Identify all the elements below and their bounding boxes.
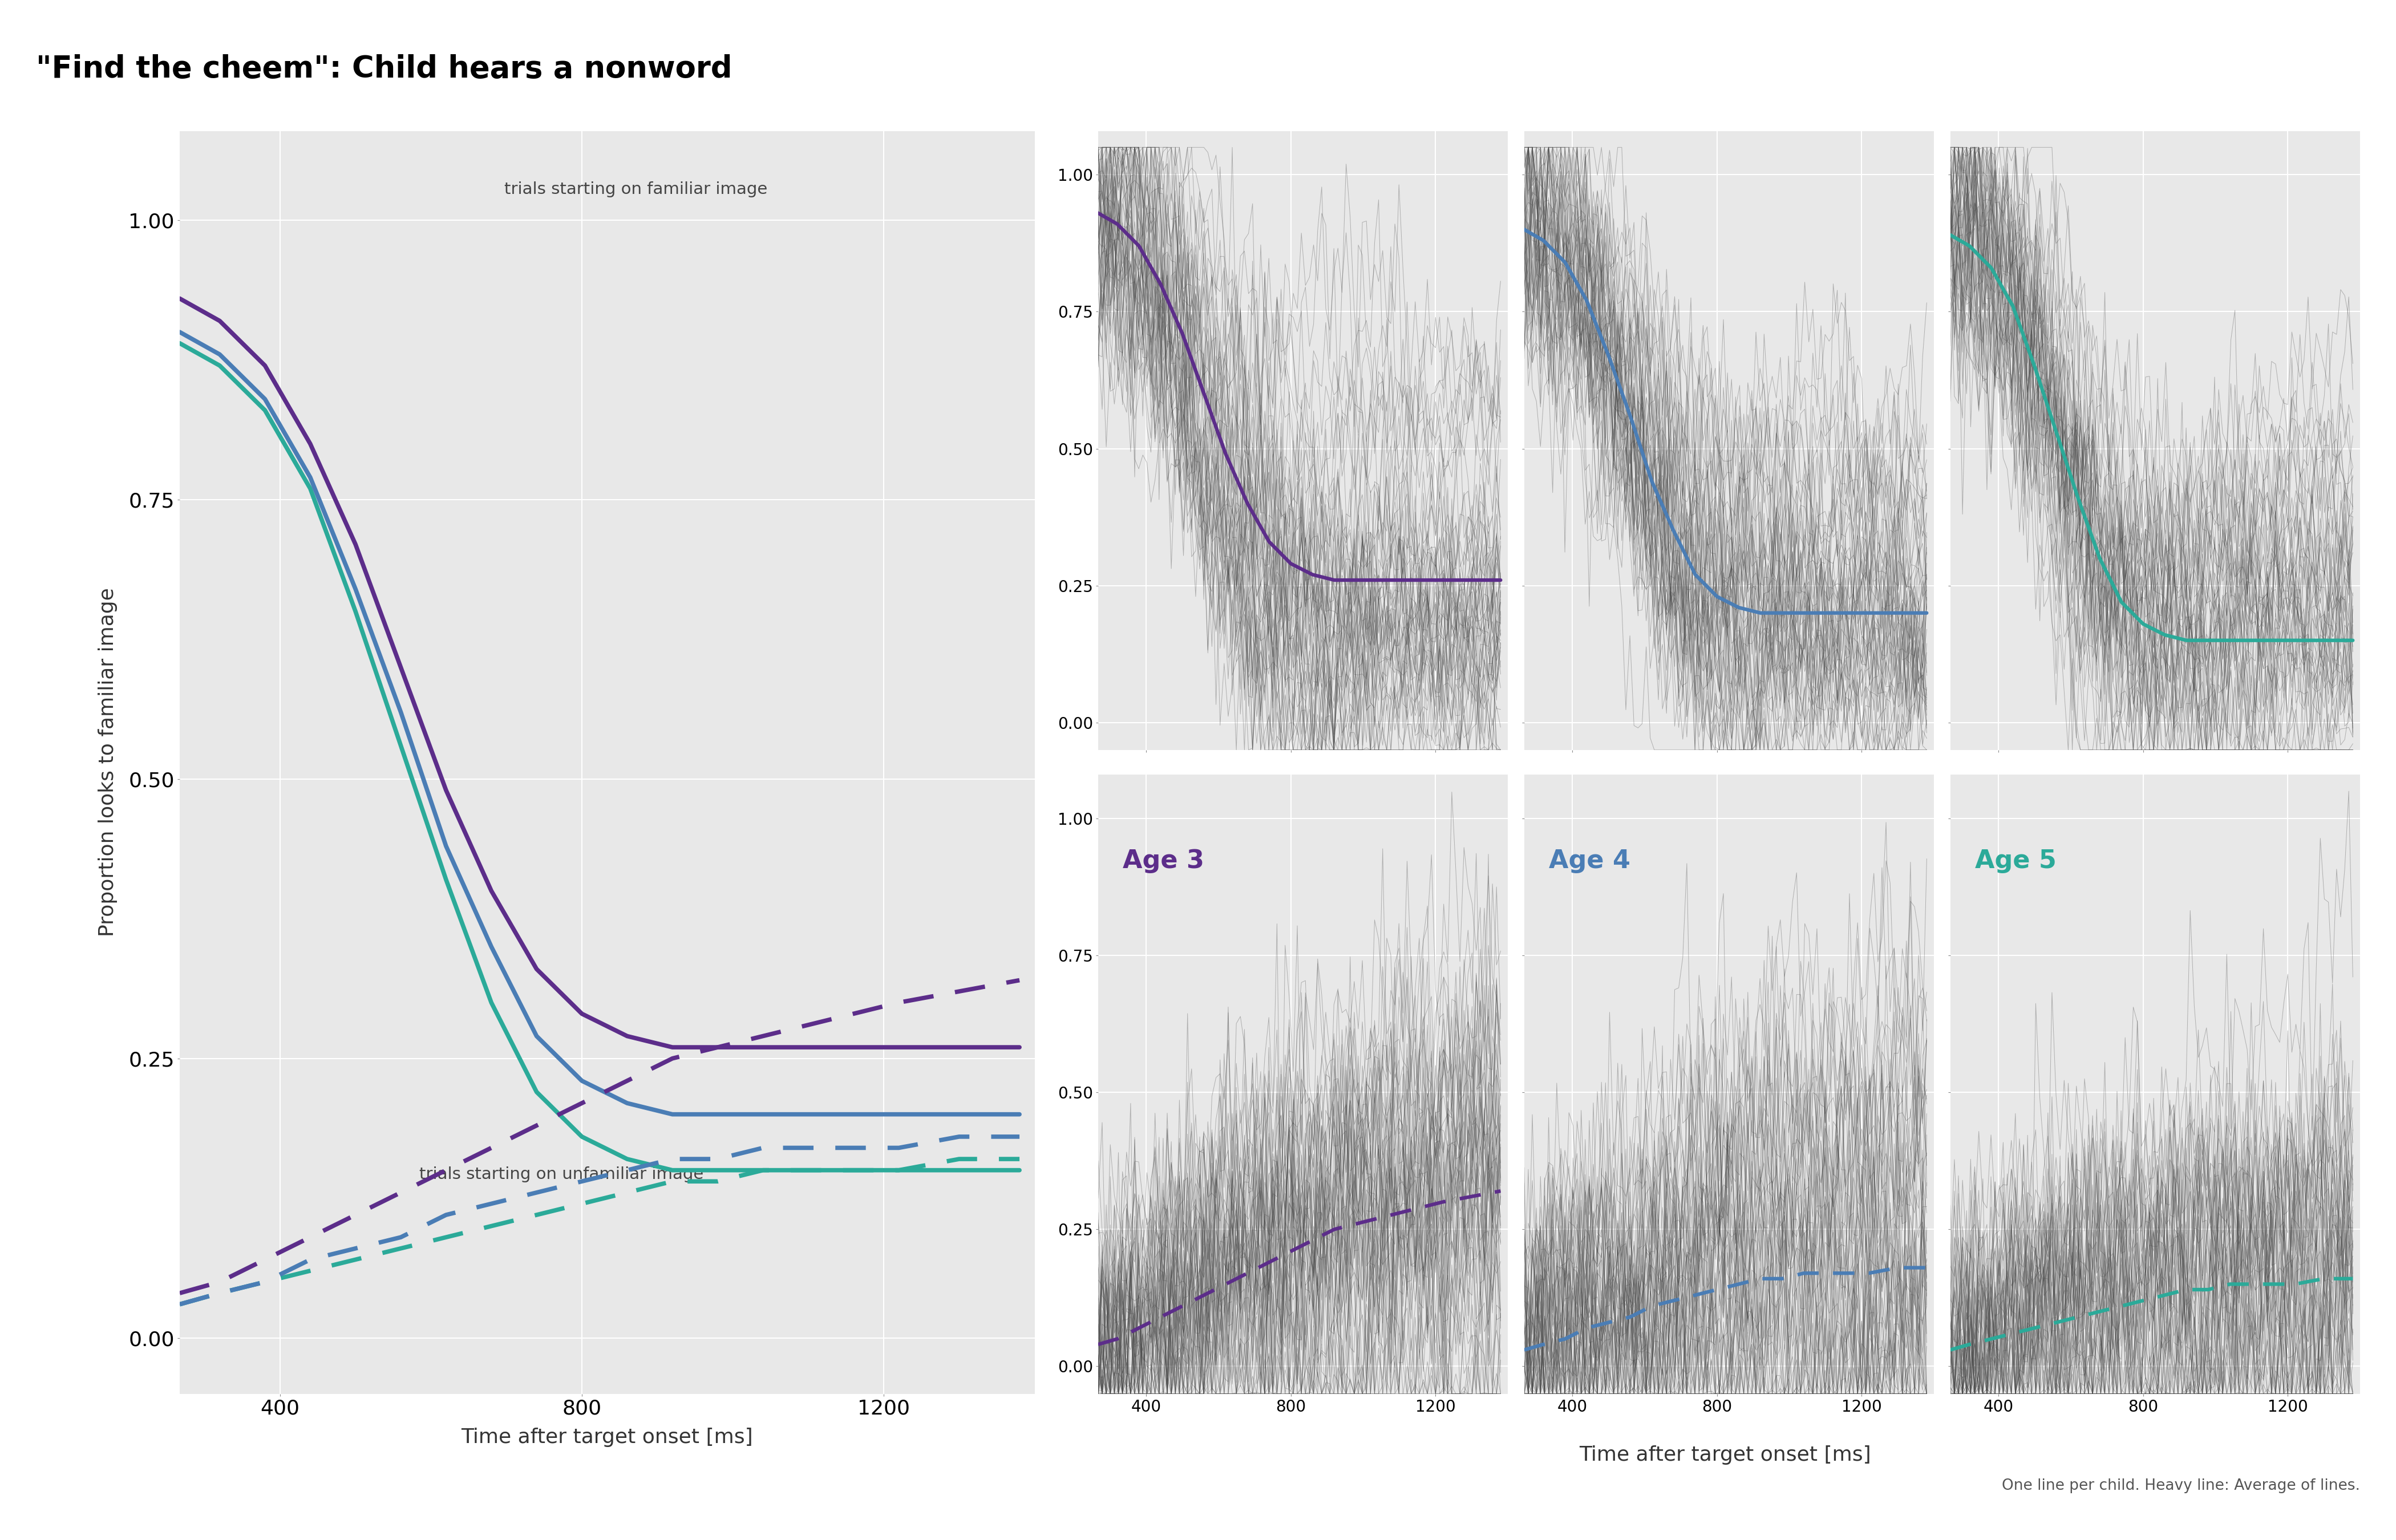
Text: trials starting on unfamiliar image: trials starting on unfamiliar image: [419, 1166, 704, 1183]
Text: trials starting on familiar image: trials starting on familiar image: [506, 182, 767, 197]
Text: Time after target onset [ms]: Time after target onset [ms]: [1579, 1446, 1871, 1465]
Text: Age 4: Age 4: [1548, 849, 1629, 873]
Text: Age 3: Age 3: [1124, 849, 1205, 873]
Text: Age 5: Age 5: [1974, 849, 2056, 873]
Text: One line per child. Heavy line: Average of lines.: One line per child. Heavy line: Average …: [2001, 1478, 2360, 1494]
Text: "Find the cheem": Child hears a nonword: "Find the cheem": Child hears a nonword: [36, 54, 733, 83]
Y-axis label: Proportion looks to familiar image: Proportion looks to familiar image: [98, 588, 117, 936]
X-axis label: Time after target onset [ms]: Time after target onset [ms]: [460, 1428, 752, 1448]
